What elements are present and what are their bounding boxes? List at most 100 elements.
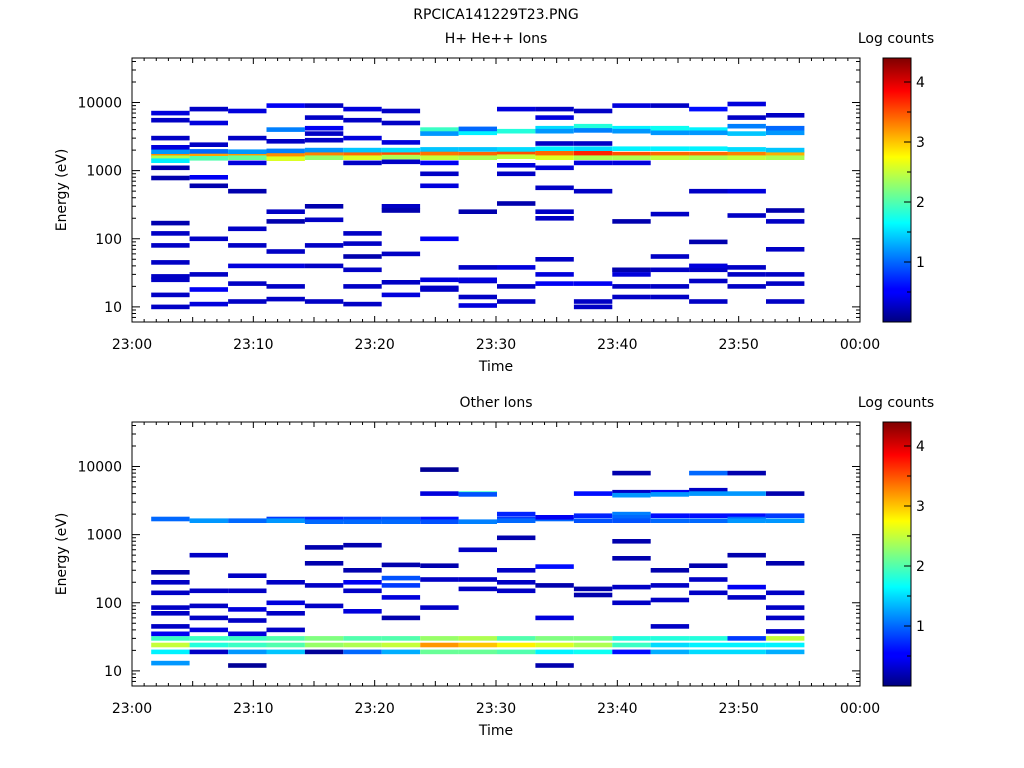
x-tick-label: 23:50 [718, 337, 758, 353]
y-tick-label: 1000 [86, 528, 122, 544]
heatmap-cell [689, 577, 728, 582]
heatmap-cell [266, 103, 305, 108]
heatmap-cell [189, 615, 228, 621]
heatmap-cell [650, 513, 690, 518]
heatmap-cell [650, 125, 690, 131]
heatmap-cell [381, 159, 421, 165]
heatmap-cell [304, 115, 344, 120]
heatmap-cell [766, 605, 805, 610]
heatmap-cell [458, 586, 497, 592]
axes: 23:00 23:10 23:20 23:30 23:40 23:50 00:00 10 100… [77, 57, 880, 353]
heatmap-cell [189, 272, 228, 277]
heatmap-cell [151, 570, 190, 575]
heatmap-cell [304, 204, 344, 209]
heatmap-cell [381, 154, 421, 160]
heatmap-cell [573, 108, 613, 114]
heatmap-cell [228, 588, 267, 594]
heatmap-cell [650, 294, 690, 300]
colorbar-tick-label: 2 [916, 195, 925, 211]
heatmap-cell [151, 158, 190, 163]
heatmap-cell [497, 580, 536, 585]
heatmap-cell [535, 281, 574, 286]
heatmap-cell [381, 615, 421, 621]
heatmap-cell [612, 584, 651, 590]
heatmap-cell [189, 287, 228, 292]
y-tick-label: 10 [104, 664, 122, 680]
x-tick-label: 23:40 [597, 337, 637, 353]
heatmap-cell [343, 568, 382, 573]
heatmap-cell [458, 209, 497, 214]
heatmap-cell [458, 265, 497, 270]
heatmap-cell [612, 146, 651, 151]
heatmap-cell [458, 649, 497, 655]
heatmap-cell [266, 148, 305, 154]
heatmap-cell [189, 301, 228, 307]
heatmap-cell [650, 636, 690, 641]
heatmap-cell [266, 627, 305, 633]
heatmap-cell [266, 611, 305, 616]
heatmap-cell [573, 123, 613, 129]
heatmap-cell [689, 239, 728, 245]
heatmap-cell [727, 101, 766, 107]
heatmap-cell [689, 130, 728, 136]
heatmap-cell [189, 149, 228, 154]
heatmap-cell [151, 642, 190, 648]
heatmap-cell [304, 155, 344, 160]
heatmap-cell [151, 243, 190, 248]
heatmap-cell [766, 125, 805, 131]
heatmap-cell [458, 642, 497, 648]
heatmap-cell [612, 128, 651, 134]
heatmap-cell [189, 518, 228, 523]
colorbar-tick-label: 3 [916, 135, 925, 151]
heatmap-cell [766, 155, 805, 160]
heatmap-cell [343, 254, 382, 259]
y-tick-label: 10000 [77, 460, 122, 476]
heatmap-cell [766, 491, 805, 496]
heatmap-cell [343, 231, 382, 236]
x-tick-label: 23:00 [112, 701, 152, 717]
x-axis-label: Time [478, 359, 513, 375]
heatmap-cell [535, 165, 574, 171]
heatmap-cell [535, 141, 574, 146]
heatmap-cell [343, 516, 382, 522]
heatmap-cell [381, 151, 421, 157]
heatmap-cell [650, 284, 690, 289]
heatmap-cell [420, 131, 459, 136]
heatmap-cell [535, 257, 574, 262]
heatmap-cell [497, 151, 536, 156]
heatmap-cell [573, 491, 613, 496]
heatmap-cell [228, 135, 267, 141]
heatmap-cell [535, 272, 574, 277]
heatmap-cell [689, 563, 728, 568]
heatmap-cell [573, 636, 613, 641]
heatmap-cell [689, 649, 728, 655]
panel-title: Other Ions [459, 395, 532, 411]
heatmap-cell [151, 175, 190, 181]
heatmap-cell [650, 518, 690, 523]
heatmap-cell [151, 611, 190, 616]
heatmap-cell [497, 147, 536, 152]
heatmap-cell [650, 597, 690, 603]
heatmap-cell [535, 106, 574, 112]
heatmap-cell [689, 636, 728, 641]
heatmap-cell [766, 281, 805, 286]
heatmap-cells [151, 101, 805, 310]
heatmap-cell [689, 127, 728, 132]
heatmap-cell [612, 160, 651, 166]
heatmap-cell [766, 629, 805, 634]
heatmap-cell [381, 208, 421, 213]
heatmap-cell [304, 642, 344, 648]
heatmap-cell [497, 588, 536, 594]
heatmap-cell [573, 281, 613, 286]
heatmap-cell [612, 556, 651, 561]
y-tick-label: 10000 [77, 96, 122, 112]
y-tick-label: 10 [104, 300, 122, 316]
heatmap-cell [612, 600, 651, 606]
heatmap-cell [420, 491, 459, 496]
heatmap-cell [228, 636, 267, 641]
heatmap-cell [535, 649, 574, 655]
heatmap-cell [228, 281, 267, 286]
heatmap-cell [304, 131, 344, 136]
heatmap-cell [151, 660, 190, 666]
heatmap-cell [612, 284, 651, 289]
